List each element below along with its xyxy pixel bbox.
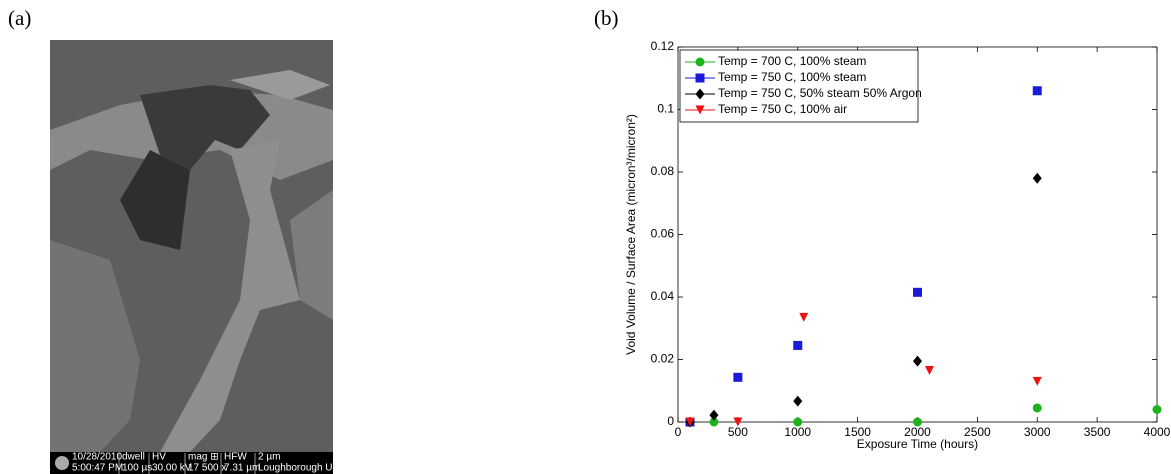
y-tick-label: 0.06 — [651, 227, 675, 241]
info-bar-text: 30.00 kV — [152, 463, 192, 474]
marker — [793, 340, 803, 350]
panel-label: (a) — [8, 6, 31, 30]
marker — [733, 372, 743, 382]
marker — [685, 417, 695, 427]
marker — [1152, 405, 1162, 414]
x-tick-label: 1000 — [784, 425, 811, 439]
marker — [1032, 172, 1042, 184]
info-bar-text: 2 µm — [258, 452, 280, 463]
x-tick-label: 4000 — [1144, 425, 1171, 439]
marker — [709, 409, 719, 421]
sem-image — [50, 40, 333, 452]
y-tick-label: 0 — [667, 414, 674, 428]
x-tick-label: 500 — [728, 425, 748, 439]
info-bar-text: 100 µs — [122, 463, 152, 474]
marker — [709, 417, 719, 427]
legend-marker — [695, 88, 705, 100]
info-bar-text: HFW — [224, 452, 247, 463]
marker — [793, 417, 803, 427]
marker — [799, 312, 809, 322]
x-tick-label: 3500 — [1084, 425, 1111, 439]
marker — [733, 417, 743, 427]
marker — [924, 365, 934, 375]
y-tick-label: 0.08 — [651, 164, 675, 178]
legend-box — [679, 49, 919, 123]
x-tick-label: 1500 — [844, 425, 871, 439]
x-tick-label: 3000 — [1024, 425, 1051, 439]
info-bar-text: 5:00:47 PM — [72, 463, 123, 474]
y-tick-label: 0.04 — [651, 289, 675, 303]
info-bar-text: 10/28/2010 — [72, 452, 122, 463]
x-tick-label: 2000 — [904, 425, 931, 439]
marker — [913, 355, 922, 367]
legend-marker — [695, 57, 705, 67]
legend-label: Temp = 750 C, 50% steam 50% Argon — [718, 86, 922, 100]
sem-info-bar: 10/28/2010 dwell HV mag ⊞ HFW 2 µm5:00:47 PM1… — [50, 452, 369, 474]
x-axis-label: Exposure Time (hours) — [857, 437, 978, 451]
info-bar-text: 7.31 µm — [224, 463, 260, 474]
marker — [793, 395, 803, 407]
marker — [913, 417, 922, 427]
x-tick-label: 2500 — [964, 425, 991, 439]
marker — [1032, 376, 1042, 386]
y-tick-label: 0.1 — [657, 102, 674, 116]
y-tick-label: 0.12 — [651, 39, 675, 53]
legend-marker — [695, 73, 705, 83]
y-axis-label: Void Volume / Surface Area (micron³/micr… — [624, 114, 638, 355]
y-tick-label: 0.02 — [651, 352, 675, 366]
info-bar-text: HV — [152, 452, 166, 463]
info-bar-text: mag ⊞ — [188, 452, 219, 463]
marker — [1032, 403, 1042, 413]
legend-marker — [695, 105, 705, 115]
marker — [1032, 86, 1042, 96]
panel-label: (b) — [594, 6, 619, 30]
info-bar-text: Loughborough University — [258, 463, 369, 474]
marker — [913, 287, 922, 297]
x-tick-label: 0 — [675, 425, 682, 439]
legend-label: Temp = 750 C, 100% air — [718, 102, 847, 116]
info-bar-text: 17 500 x — [188, 463, 226, 474]
info-bar-text: dwell — [122, 452, 145, 463]
legend-label: Temp = 750 C, 100% steam — [718, 70, 866, 84]
legend-label: Temp = 700 C, 100% steam — [718, 54, 866, 68]
